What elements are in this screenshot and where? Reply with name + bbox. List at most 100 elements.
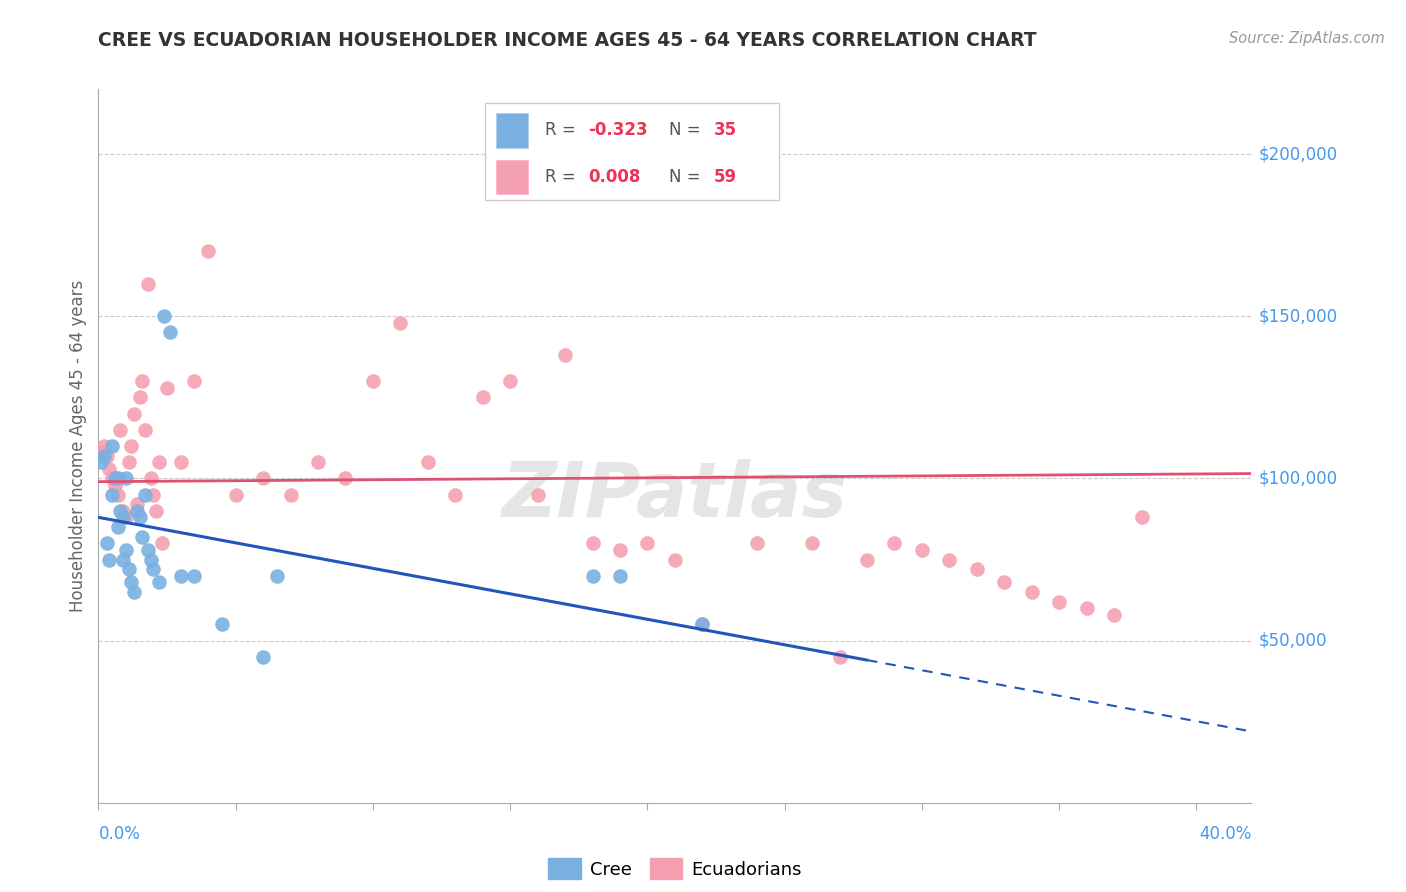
Point — [938, 552, 960, 566]
Text: R =: R = — [544, 168, 581, 186]
Point — [581, 568, 603, 582]
Point — [90, 455, 112, 469]
Point — [96, 449, 118, 463]
Point — [911, 542, 934, 557]
Point — [122, 407, 145, 421]
Point — [692, 617, 714, 632]
Point — [104, 471, 127, 485]
Point — [115, 510, 138, 524]
Point — [101, 439, 124, 453]
Point — [153, 310, 176, 324]
Point — [609, 568, 631, 582]
Text: 0.008: 0.008 — [588, 168, 641, 186]
Text: 40.0%: 40.0% — [1199, 825, 1251, 843]
Point — [139, 471, 162, 485]
Point — [211, 617, 233, 632]
Point — [125, 504, 148, 518]
Point — [110, 423, 132, 437]
Point — [225, 488, 247, 502]
Point — [266, 568, 288, 582]
Point — [117, 562, 139, 576]
Point — [98, 552, 121, 566]
Point — [692, 617, 714, 632]
Point — [581, 536, 603, 550]
Point — [134, 488, 156, 502]
FancyBboxPatch shape — [485, 103, 779, 200]
Point — [136, 542, 159, 557]
Point — [96, 536, 118, 550]
Point — [120, 575, 142, 590]
Point — [142, 488, 165, 502]
Point — [107, 488, 129, 502]
Point — [115, 542, 138, 557]
Point — [554, 348, 576, 362]
Point — [471, 390, 494, 404]
Point — [389, 316, 412, 330]
Text: $200,000: $200,000 — [1258, 145, 1337, 163]
Point — [107, 520, 129, 534]
Point — [170, 455, 193, 469]
Point — [444, 488, 467, 502]
Point — [1076, 601, 1098, 615]
Text: N =: N = — [669, 121, 706, 139]
Point — [664, 552, 686, 566]
Y-axis label: Householder Income Ages 45 - 64 years: Householder Income Ages 45 - 64 years — [69, 280, 87, 612]
Point — [159, 326, 181, 340]
Text: 0.0%: 0.0% — [98, 825, 141, 843]
Point — [828, 649, 851, 664]
Point — [98, 461, 121, 475]
Point — [499, 374, 522, 388]
Point — [148, 455, 170, 469]
Point — [361, 374, 384, 388]
Point — [110, 504, 132, 518]
Text: $50,000: $50,000 — [1258, 632, 1327, 649]
Point — [609, 542, 631, 557]
Text: -0.323: -0.323 — [588, 121, 648, 139]
Point — [993, 575, 1015, 590]
Point — [101, 488, 124, 502]
Point — [335, 471, 357, 485]
Text: CREE VS ECUADORIAN HOUSEHOLDER INCOME AGES 45 - 64 YEARS CORRELATION CHART: CREE VS ECUADORIAN HOUSEHOLDER INCOME AG… — [98, 31, 1038, 50]
Text: ZIPatlas: ZIPatlas — [502, 459, 848, 533]
Point — [112, 552, 135, 566]
Point — [128, 510, 150, 524]
Point — [183, 374, 205, 388]
Text: $100,000: $100,000 — [1258, 469, 1337, 487]
Point — [252, 471, 274, 485]
Point — [280, 488, 302, 502]
Point — [747, 536, 769, 550]
Point — [1130, 510, 1153, 524]
Point — [1047, 595, 1070, 609]
Text: 59: 59 — [714, 168, 737, 186]
Point — [101, 471, 124, 485]
Point — [150, 536, 173, 550]
Point — [139, 552, 162, 566]
Point — [131, 374, 153, 388]
Text: N =: N = — [669, 168, 706, 186]
Point — [856, 552, 879, 566]
Point — [112, 510, 135, 524]
Point — [134, 423, 156, 437]
Bar — [496, 160, 529, 194]
Point — [142, 562, 165, 576]
Point — [183, 568, 205, 582]
Point — [104, 478, 127, 492]
Point — [1102, 607, 1125, 622]
Point — [148, 575, 170, 590]
Point — [526, 488, 548, 502]
Point — [107, 471, 129, 485]
Point — [156, 381, 179, 395]
Bar — [496, 113, 529, 147]
Point — [128, 390, 150, 404]
Text: 35: 35 — [714, 121, 737, 139]
Point — [636, 536, 658, 550]
Point — [115, 471, 138, 485]
Point — [120, 439, 142, 453]
Point — [93, 449, 115, 463]
Text: Source: ZipAtlas.com: Source: ZipAtlas.com — [1229, 31, 1385, 46]
Point — [125, 497, 148, 511]
Text: R =: R = — [544, 121, 581, 139]
Legend: Cree, Ecuadorians: Cree, Ecuadorians — [541, 851, 808, 887]
Point — [416, 455, 439, 469]
Point — [307, 455, 329, 469]
